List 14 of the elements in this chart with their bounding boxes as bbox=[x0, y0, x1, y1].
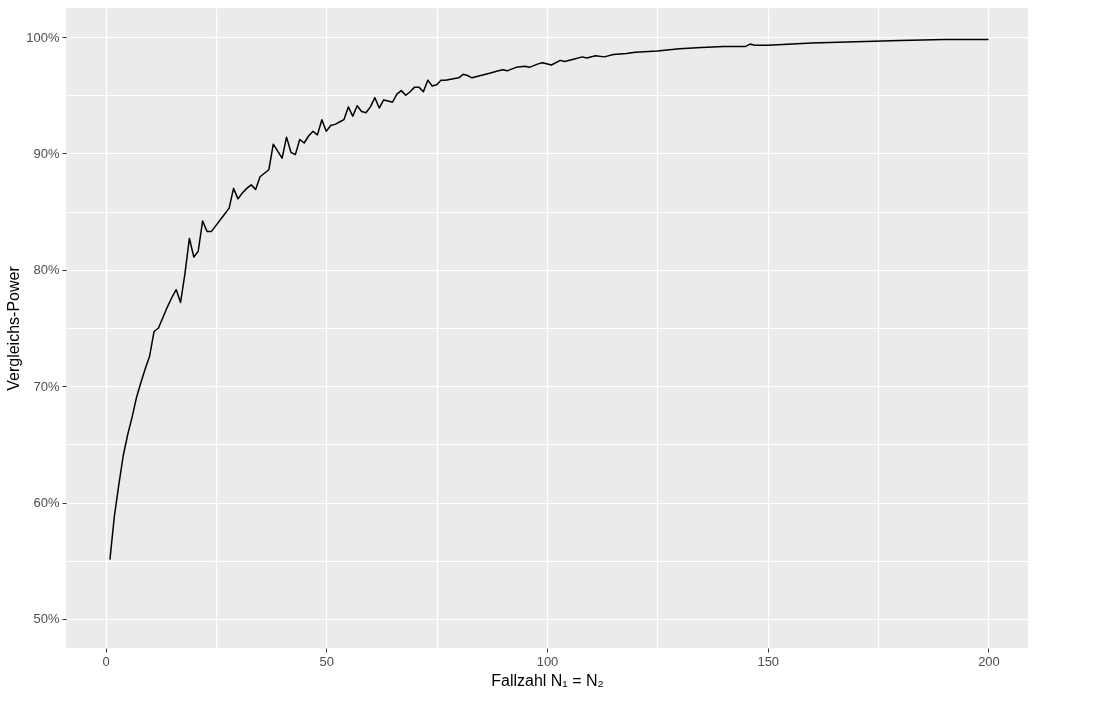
x-tick-label: 150 bbox=[757, 653, 780, 669]
y-tick-label: 100% bbox=[26, 29, 60, 45]
x-tick-label: 100 bbox=[536, 653, 559, 669]
x-tick-label: 50 bbox=[319, 653, 334, 669]
x-tick-label: 0 bbox=[102, 653, 110, 669]
y-tick-label: 60% bbox=[33, 495, 60, 511]
y-tick-label: 90% bbox=[33, 145, 60, 161]
x-axis-title: Fallzahl N₁ = N₂ bbox=[491, 671, 604, 689]
y-tick-label: 80% bbox=[33, 262, 60, 278]
line-series bbox=[109, 38, 990, 561]
x-tick-label: 200 bbox=[978, 653, 1000, 669]
y-axis-title: Vergleichs-Power bbox=[5, 265, 23, 391]
y-tick-label: 70% bbox=[33, 378, 60, 394]
y-tick-label: 50% bbox=[33, 611, 60, 627]
